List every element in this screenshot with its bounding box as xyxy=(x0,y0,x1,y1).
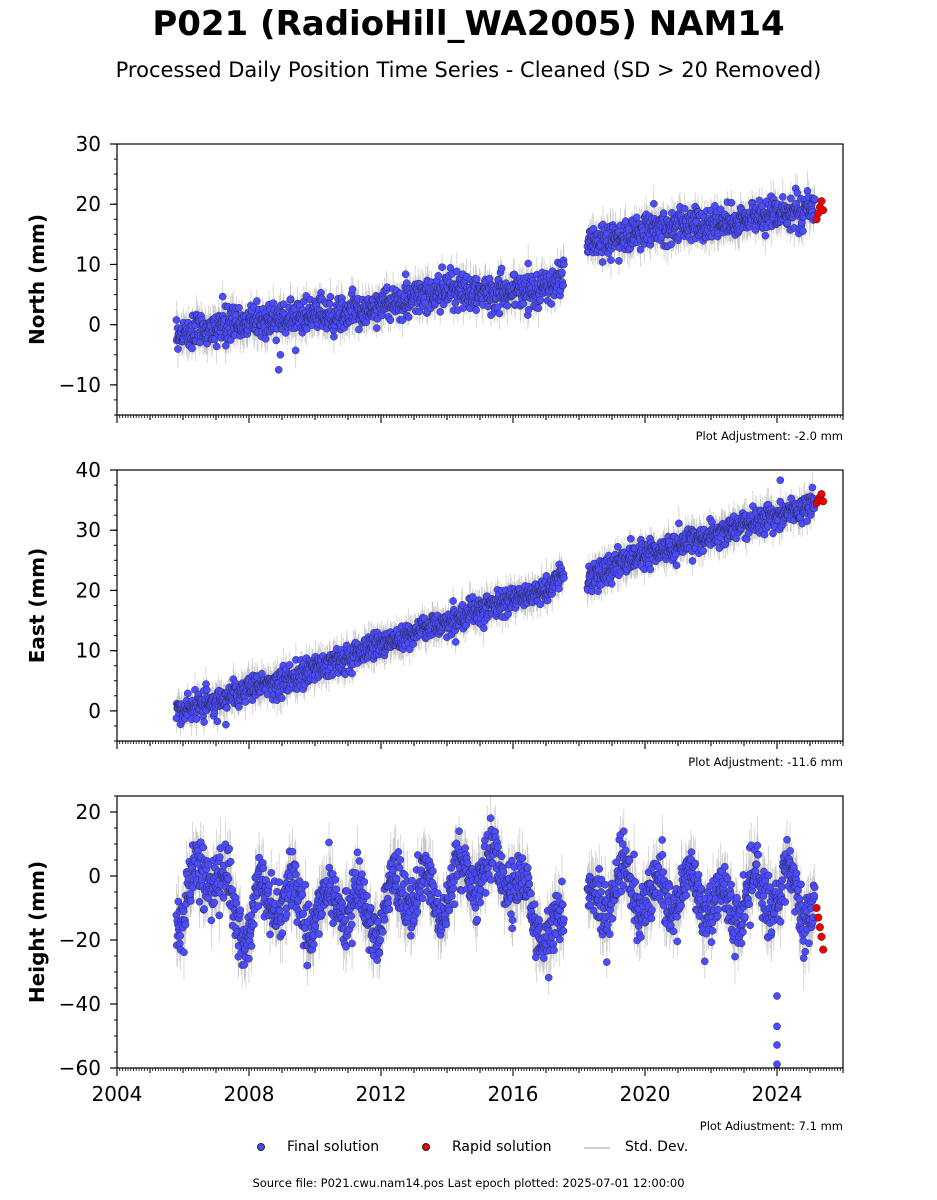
rapid-solution-points xyxy=(812,197,828,224)
final-solution-point xyxy=(524,259,533,268)
final-solution-point xyxy=(253,297,261,305)
final-solution-point xyxy=(188,344,196,353)
final-solution-point xyxy=(235,303,243,312)
final-solution-point xyxy=(436,308,445,316)
final-solution-point xyxy=(261,334,270,343)
final-solution-point xyxy=(451,299,460,307)
y-tick-label: 0 xyxy=(88,313,101,337)
final-solution-point xyxy=(495,309,504,318)
final-solution-point xyxy=(401,270,410,279)
final-solution-point xyxy=(779,193,787,201)
final-solution-point xyxy=(291,346,300,355)
final-solution-point xyxy=(598,258,607,266)
y-tick-label: 10 xyxy=(76,252,101,276)
final-solution-point xyxy=(174,345,182,353)
final-solution-point xyxy=(615,257,623,265)
final-solution-point xyxy=(279,300,288,309)
final-solution-point xyxy=(636,245,645,254)
final-solution-point xyxy=(793,189,802,197)
final-solution-point xyxy=(372,324,381,332)
final-solution-point xyxy=(680,204,689,213)
final-solution-point xyxy=(558,268,566,277)
final-solution-point xyxy=(510,270,519,279)
final-solution-point xyxy=(667,240,676,249)
final-solution-point xyxy=(272,336,281,345)
final-solution-point xyxy=(547,300,556,308)
final-solution-point xyxy=(355,325,363,334)
chart-title: P021 (RadioHill_WA2005) NAM14 xyxy=(152,4,785,44)
final-solution-point xyxy=(536,296,545,304)
final-solution-point xyxy=(274,365,283,374)
final-solution-point xyxy=(281,329,290,337)
plot-area xyxy=(172,472,828,736)
rapid-solution-point xyxy=(817,197,826,206)
final-solution-point xyxy=(404,313,413,321)
final-solution-point xyxy=(484,302,492,311)
y-tick-label: 30 xyxy=(76,132,101,156)
final-solution-point xyxy=(659,209,668,217)
rapid-solution-point xyxy=(819,206,828,215)
final-solution-point xyxy=(559,281,567,290)
final-solution-point xyxy=(438,263,446,272)
final-solution-point xyxy=(787,194,795,203)
final-solution-point xyxy=(524,306,533,314)
final-solution-point xyxy=(472,306,481,315)
final-solution-point xyxy=(286,295,295,303)
y-tick-label: 20 xyxy=(76,192,101,216)
y-axis-label: North (mm) xyxy=(25,214,49,345)
plot-adjustment-note: Plot Adjustment: -2.0 mm xyxy=(696,429,843,443)
final-solution-point xyxy=(326,292,335,301)
final-solution-point xyxy=(398,316,407,324)
time-series-figure: −10 0 10 20 30 North (mm) Plot Adjustment: -2.… xyxy=(25,132,844,1130)
final-solution-point xyxy=(325,299,334,308)
final-solution-point xyxy=(212,342,221,351)
final-solution-point xyxy=(761,231,770,240)
final-solution-points xyxy=(172,184,819,374)
final-solution-point xyxy=(434,271,443,280)
final-solution-point xyxy=(810,195,819,203)
final-solution-point xyxy=(269,299,278,308)
final-solution-point xyxy=(503,301,512,310)
panel-north: −10 0 10 20 30 North (mm) Plot Adjustment: -2.… xyxy=(25,132,844,443)
final-solution-point xyxy=(560,260,568,269)
final-solution-point xyxy=(453,267,461,276)
final-solution-point xyxy=(276,350,285,359)
final-solution-point xyxy=(650,199,658,208)
y-tick-label: −10 xyxy=(59,373,101,397)
std-dev-bars xyxy=(175,171,816,368)
final-solution-point xyxy=(799,227,807,235)
final-solution-point xyxy=(607,256,615,264)
final-solution-point xyxy=(534,304,543,313)
final-solution-point xyxy=(727,198,736,207)
final-solution-point xyxy=(497,264,506,273)
chart-subtitle: Processed Daily Position Time Series - C… xyxy=(115,58,822,82)
plot-area xyxy=(172,171,828,374)
final-solution-point xyxy=(218,292,227,301)
final-solution-point xyxy=(632,213,641,222)
final-solution-point xyxy=(472,275,481,283)
final-solution-point xyxy=(519,299,528,308)
final-solution-point xyxy=(348,285,357,294)
final-solution-point xyxy=(221,341,230,350)
final-solution-point xyxy=(716,205,725,214)
final-solution-point xyxy=(415,307,424,316)
final-solution-point xyxy=(386,316,395,325)
final-solution-point xyxy=(330,332,338,341)
final-solution-point xyxy=(172,316,181,324)
